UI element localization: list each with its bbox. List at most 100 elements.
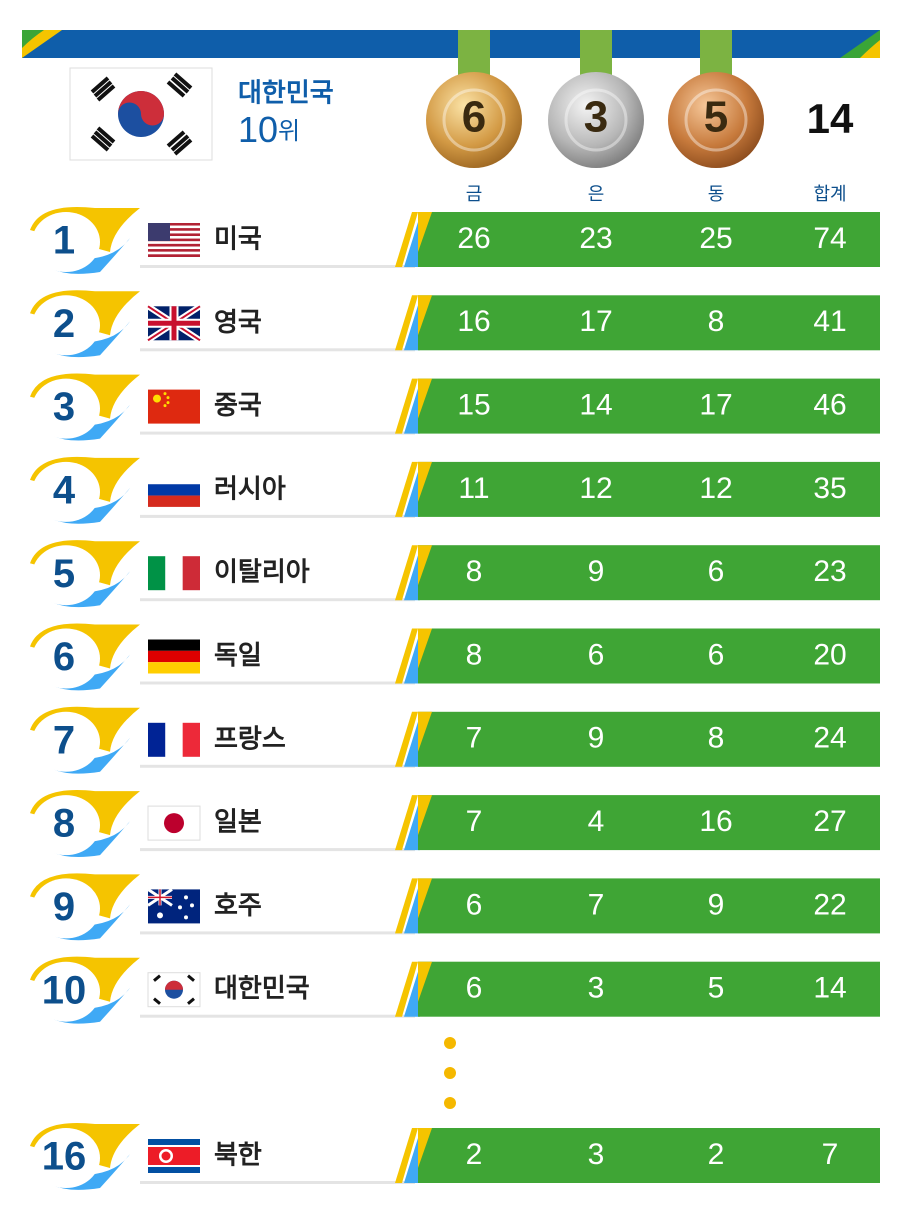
union-red [148,889,172,906]
stripe-yellow [395,628,418,684]
stripe-yellow [395,1128,418,1183]
stripe-blue [404,555,420,601]
stripe [148,249,200,252]
stripe-blue [404,971,420,1017]
rows: 1 미국 26 23 25 742 영국 16 17 8 413 중국 15 14 17 464 러시아 11 12… [30,206,880,1190]
stripe [148,230,200,234]
band [148,495,200,507]
medal-count: 6 [466,972,483,1005]
medal-count: 20 [813,638,846,671]
stripe [148,243,200,247]
medal-count: 74 [813,222,846,255]
name-shadow [140,265,415,268]
medal-count: 12 [699,472,732,505]
medal-count: 15 [457,389,490,422]
stripe-yellow [395,295,418,351]
canton [148,223,170,241]
star [178,905,182,910]
medal-count: 3 [588,972,605,1005]
badge-white [32,795,100,856]
medal-count: 27 [813,805,846,838]
badge-white [32,295,100,356]
medal-count: 5 [704,93,728,142]
rank: 10 [42,968,87,1012]
medal-bar [418,711,880,767]
stripe-blue [404,888,420,934]
column-header: 은 [588,184,605,205]
header-rank-number: 10 [238,109,278,150]
sun [164,813,184,834]
country-name: 미국 [214,225,262,255]
medal-count: 9 [588,722,605,755]
rank: 9 [53,885,75,929]
stripe [148,241,200,244]
medal-count: 46 [813,389,846,422]
badge-white [32,711,100,772]
trigrams [153,974,195,1005]
row: 8 일본 7 4 16 27 [30,790,880,857]
medal-bar-accent [418,461,432,502]
country-name: 프랑스 [214,724,286,754]
rank: 3 [53,385,75,429]
cross-red [148,306,200,341]
medal [548,72,644,168]
medal-count: 6 [708,638,725,671]
badge-white [32,1128,100,1188]
medal-bar-accent [418,212,432,252]
medal-count: 24 [813,722,846,755]
stripe [148,233,200,237]
rank: 6 [53,635,75,679]
medal-count: 17 [579,305,612,338]
row: 2 영국 16 17 8 41 [30,290,880,358]
stripe [148,236,200,239]
medal-count: 6 [462,93,486,142]
medal-bar [418,878,880,934]
row: 5 이탈리아 8 9 6 23 [30,540,880,608]
medal-count: 16 [457,305,490,338]
name-shadow [140,431,415,435]
medal-count: 4 [588,805,605,838]
star [166,401,170,405]
medal-bar-accent [418,378,432,419]
stripe [148,254,200,257]
name-shadow [140,764,415,768]
medal-count: 23 [813,555,846,588]
badge-white [32,212,100,272]
band [148,484,200,496]
medal-count: 9 [708,888,725,921]
medal-count: 35 [813,472,846,505]
medal-count: 8 [466,638,483,671]
medal-count: 8 [708,305,725,338]
medal [426,72,522,168]
stripe-blue [404,222,420,267]
country-name: 일본 [214,808,262,838]
medal-count: 7 [822,1138,839,1171]
ribbon [458,30,490,80]
stripe [148,228,200,231]
row: 7 프랑스 7 9 8 24 [30,706,880,774]
rank: 2 [53,302,75,346]
country-name: 독일 [214,641,262,671]
medal-count: 8 [466,555,483,588]
stripe [148,223,200,226]
red [148,1147,200,1165]
stripe-blue [404,471,420,517]
column-header: 금 [466,184,483,205]
taeguk-red [165,980,183,990]
medal-bar [418,961,880,1017]
country-name: 이탈리아 [214,558,310,588]
medal-count: 6 [466,888,483,921]
name-shadow [140,681,415,685]
stripe-yellow [395,878,418,934]
stripe [148,238,200,242]
stripe-blue [404,805,420,851]
band [165,722,183,757]
medal-bar-accent [418,711,432,752]
row: 3 중국 15 14 17 46 [30,373,880,441]
medal-count: 9 [588,555,605,588]
medal-bar-accent [418,961,432,1002]
country-name: 중국 [214,391,262,421]
column-header: 동 [708,184,725,205]
stripe-yellow [395,711,418,767]
